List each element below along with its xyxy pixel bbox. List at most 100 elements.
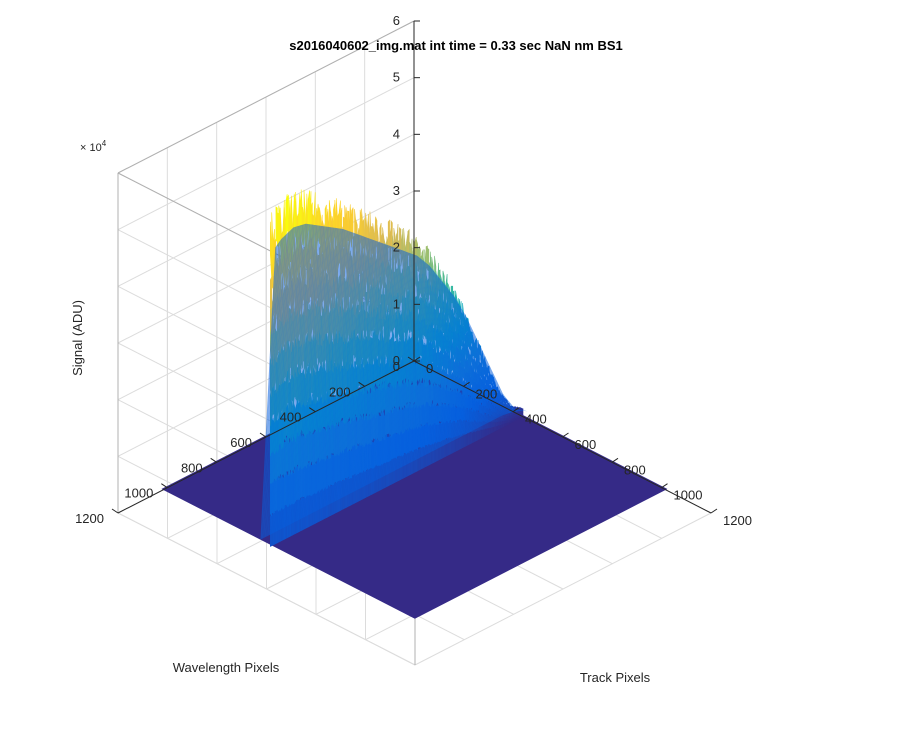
surface-edge (416, 267, 433, 460)
surface-edge (421, 274, 439, 457)
surface-edge (466, 348, 483, 434)
y-tick-label: 800 (181, 460, 203, 475)
surface-edge (480, 378, 497, 427)
surface-edge (465, 345, 482, 435)
z-tick-label: 3 (393, 183, 400, 198)
surface-edge (433, 288, 450, 452)
surface-edge (354, 238, 371, 492)
surface-edge (322, 228, 339, 508)
surface-edge (338, 232, 356, 500)
surface-edge (395, 253, 412, 471)
surface-edge (486, 390, 503, 424)
surface-edge (298, 224, 315, 521)
surface-edge (431, 286, 448, 452)
y-tick-mark (111, 508, 119, 514)
surface-edge (473, 363, 490, 431)
surface-edge (329, 229, 346, 505)
surface-edge (351, 237, 368, 493)
y-tick-mark (259, 432, 267, 438)
y-tick-mark (407, 356, 415, 362)
surface-edge (381, 248, 398, 478)
surface-edge (423, 276, 440, 457)
surface-edge (385, 249, 402, 476)
z-tick-label: 2 (393, 240, 400, 255)
surface-edge (400, 255, 417, 468)
surface-edge (264, 239, 281, 538)
surface-edge (414, 265, 432, 461)
surface-edge (336, 231, 353, 501)
surface-edge (355, 238, 373, 491)
surface-edge (438, 295, 455, 449)
surface-edge (358, 239, 375, 490)
x-tick-label: 600 (575, 437, 597, 452)
axes-ticks: 0123456020040060080010001200020040060080… (75, 13, 752, 528)
surface-edge (333, 230, 350, 503)
surface-edge (498, 407, 516, 418)
surface-edge (418, 271, 436, 459)
y-axis-label: Wavelength Pixels (173, 660, 280, 675)
x-tick-mark (413, 356, 421, 362)
y-tick-mark (161, 483, 168, 489)
surface-edge (437, 293, 454, 449)
surface-edge (331, 230, 349, 503)
surface-edge (461, 336, 478, 437)
surface-edge (413, 264, 430, 462)
surface-edge (490, 396, 507, 422)
surface-edge (316, 227, 333, 511)
z-tick-label: 1 (393, 296, 400, 311)
surface-edge (483, 384, 500, 426)
surface-edge (452, 319, 469, 441)
surface-edge (389, 251, 406, 474)
surface-edge (451, 316, 468, 442)
surface-edge (299, 224, 316, 520)
surface-edge (278, 226, 295, 531)
surface-edge (308, 226, 325, 516)
x-tick-mark (463, 381, 470, 387)
surface-edge (390, 251, 408, 473)
x-tick-mark (661, 483, 668, 489)
surface-edge (462, 339, 479, 436)
surface-edge (376, 246, 394, 480)
surface-edge (274, 230, 291, 533)
surface-edge (281, 226, 298, 529)
surface-edge (277, 227, 294, 532)
surface-edge (323, 228, 340, 508)
surface-edge (327, 228, 345, 506)
surface-edge (282, 225, 300, 529)
x-tick-label: 400 (525, 412, 547, 427)
surface-edge (309, 226, 326, 515)
x-tick-mark (562, 432, 569, 438)
surface-edge (357, 239, 374, 490)
surface-edge (302, 225, 319, 519)
surface-edge (280, 226, 297, 530)
surface-edge (479, 375, 496, 428)
y-tick-mark (210, 457, 217, 463)
surface-edge (285, 224, 302, 527)
surface-edge (288, 224, 305, 526)
grid-line-z-left (117, 77, 415, 231)
surface-edge (397, 254, 415, 470)
surface-edge (296, 224, 314, 521)
surface-edge (399, 254, 416, 469)
surface-edge (456, 328, 474, 439)
surface-edge (428, 283, 446, 454)
surface-edge (496, 403, 513, 419)
surface-edge (410, 262, 427, 463)
surface-edge (448, 311, 465, 444)
surface-edge (361, 240, 378, 488)
surface-edge (360, 240, 377, 489)
surface-edge (442, 302, 460, 446)
surface-edge (369, 243, 387, 484)
surface-edge (484, 387, 502, 425)
x-tick-mark (611, 457, 619, 463)
surface-edge (403, 256, 420, 467)
surface-edge (372, 245, 389, 483)
surface-edge (455, 325, 472, 440)
surface-edge (494, 402, 512, 420)
surface-edge (341, 233, 359, 498)
surface-edge (260, 245, 277, 540)
x-tick-label: 800 (624, 462, 646, 477)
surface-edge (353, 237, 370, 493)
box-edge (117, 20, 415, 174)
surface-edge (440, 297, 457, 448)
